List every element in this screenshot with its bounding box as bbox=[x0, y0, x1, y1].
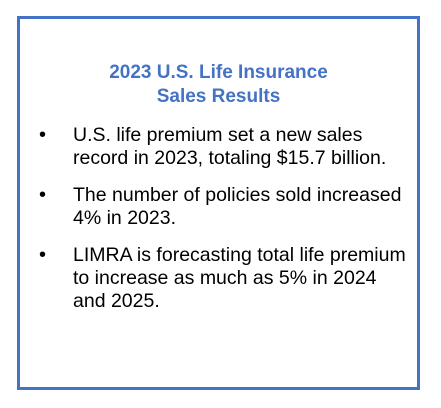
callout-box: 2023 U.S. Life Insurance Sales Results •… bbox=[17, 16, 420, 390]
callout-title: 2023 U.S. Life Insurance Sales Results bbox=[20, 61, 417, 109]
bullet-text: U.S. life premium set a new sales record… bbox=[73, 124, 387, 169]
bullet-list: • U.S. life premium set a new sales reco… bbox=[20, 124, 417, 327]
bullet-item-limra-forecast: • LIMRA is forecasting total life premiu… bbox=[20, 244, 417, 313]
bullet-item-policies-sold: • The number of policies sold increased … bbox=[20, 184, 417, 230]
title-line-2: Sales Results bbox=[156, 86, 281, 107]
bullet-item-premium-record: • U.S. life premium set a new sales reco… bbox=[20, 124, 417, 170]
bullet-text: The number of policies sold increased 4%… bbox=[73, 184, 402, 229]
bullet-icon: • bbox=[39, 184, 47, 206]
bullet-text: LIMRA is forecasting total life premium … bbox=[73, 244, 406, 312]
bullet-icon: • bbox=[39, 244, 47, 266]
title-line-1: 2023 U.S. Life Insurance bbox=[109, 62, 328, 83]
bullet-icon: • bbox=[39, 124, 47, 146]
